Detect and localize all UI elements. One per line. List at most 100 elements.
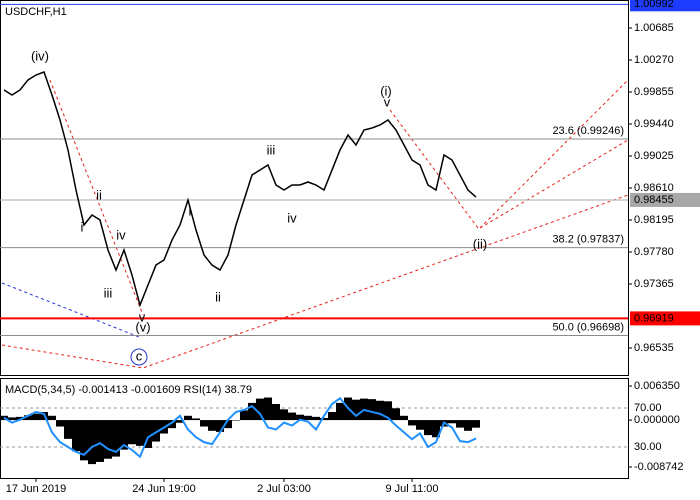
wave-label: i (189, 203, 192, 218)
y-tick-label: 1.00270 (634, 54, 674, 66)
y-tick-label: 0.99440 (634, 118, 674, 130)
macd-bar (408, 420, 416, 426)
macd-bar (272, 403, 280, 421)
wave-line (1, 282, 140, 338)
y-tick-label: 0.96535 (634, 342, 674, 354)
y-tick-label: 0.97780 (634, 246, 674, 258)
wave-label: (v) (135, 319, 150, 334)
macd-bar (376, 400, 384, 421)
y-tick-label: 0.98610 (634, 182, 674, 194)
wave-label: iv (287, 210, 297, 225)
macd-bar (424, 420, 432, 436)
macd-bar (320, 417, 328, 421)
macd-bar (8, 417, 16, 421)
x-tick-label: 2 Jul 03:00 (257, 483, 311, 495)
macd-bar (304, 415, 312, 421)
macd-bar (232, 420, 240, 421)
macd-bar (112, 420, 120, 457)
macd-bar (88, 420, 96, 465)
macd-bar (448, 420, 456, 424)
macd-bar (368, 399, 376, 421)
macd-bar (48, 415, 56, 421)
rsi-line (3, 396, 477, 459)
macd-bar (240, 410, 248, 421)
y-tick-label: -0.008742 (634, 461, 684, 473)
wave-label: i (81, 219, 84, 234)
wave-label: iii (267, 142, 276, 157)
price-label: 1.00992 (634, 0, 674, 10)
macd-bar (464, 420, 472, 431)
wave-label: c (136, 348, 143, 363)
macd-bar (328, 412, 336, 421)
y-tick-label: 0.000000 (634, 414, 680, 426)
y2-tick-label: 30.00 (634, 441, 662, 453)
y-tick-label: 0.99855 (634, 86, 674, 98)
macd-bar (120, 420, 128, 450)
y-tick-label: 1.00685 (634, 22, 674, 34)
macd-bar (352, 399, 360, 421)
wave-label: (iv) (31, 48, 49, 63)
macd-bar (384, 401, 392, 421)
wave-label: v (139, 309, 146, 324)
macd-bar (416, 420, 424, 430)
x-tick-label: 17 Jun 2019 (6, 483, 67, 495)
fib-label: 38.2 (0.97837) (552, 234, 624, 246)
macd-bar (104, 420, 112, 459)
trend-line (479, 139, 629, 229)
macd-bar (32, 413, 40, 421)
price-box (630, 311, 700, 326)
macd-bar (336, 402, 344, 421)
macd-bar (256, 398, 264, 421)
macd-bar (312, 416, 320, 421)
fib-label: 50.0 (0.96698) (552, 321, 624, 333)
macd-bar (128, 420, 136, 445)
macd-bar (432, 420, 440, 438)
y-tick-label: 0.98195 (634, 214, 674, 226)
y2-tick-label: 70.00 (634, 402, 662, 414)
macd-bar (456, 420, 464, 428)
macd-bar (144, 420, 152, 448)
price-label: 0.98455 (634, 194, 674, 206)
macd-bar (264, 397, 272, 421)
macd-bar (168, 420, 176, 429)
macd-bar (296, 414, 304, 421)
price-line-series (3, 71, 477, 308)
y-tick-label: 0.99025 (634, 150, 674, 162)
trend-line (1, 194, 629, 369)
macd-bar (56, 420, 64, 427)
wave-label: iv (116, 227, 126, 242)
macd-bar (400, 415, 408, 421)
chart-title: USDCHF,H1 (5, 6, 67, 18)
macd-bar (152, 420, 160, 442)
price-label: 0.96919 (634, 312, 674, 324)
price-box (630, 0, 700, 12)
x-tick-label: 9 Jul 11:00 (385, 483, 438, 495)
x-tick-label: 24 Jun 19:00 (132, 483, 196, 495)
wave-label: iii (104, 285, 113, 300)
trend-line (479, 79, 629, 229)
y-tick-label: 0.006350 (634, 380, 680, 392)
fib-label: 23.6 (0.99246) (552, 125, 624, 137)
macd-bar (96, 420, 104, 462)
macd-bar (392, 408, 400, 421)
macd-bar (288, 412, 296, 421)
wave-label: ii (96, 187, 102, 202)
macd-bar (184, 415, 192, 421)
indicator-panel (0, 378, 629, 479)
wave-line (49, 79, 144, 316)
wave-label: (ii) (473, 236, 487, 251)
macd-bar (216, 420, 224, 432)
indicator-title: MACD(5,34,5) -0.001413 -0.001609 RSI(14)… (5, 384, 252, 396)
macd-bar (200, 420, 208, 427)
macd-bar (72, 420, 80, 452)
wave-circle (130, 348, 148, 366)
macd-bar (80, 420, 88, 461)
macd-bar (192, 418, 200, 421)
wave-label: v (384, 94, 391, 109)
wave-line (389, 109, 479, 229)
macd-bar (64, 420, 72, 439)
price-box (630, 192, 700, 207)
macd-bar (208, 420, 216, 431)
macd-bar (16, 416, 24, 421)
